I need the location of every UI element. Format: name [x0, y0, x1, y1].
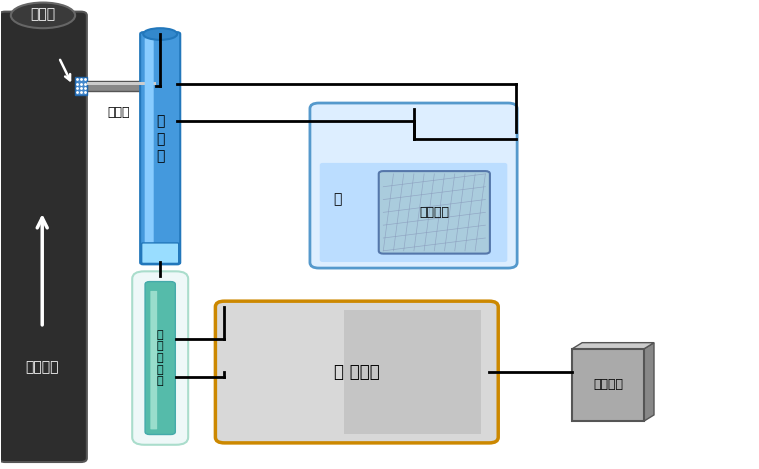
FancyBboxPatch shape: [132, 272, 188, 445]
FancyBboxPatch shape: [310, 103, 517, 268]
Text: 백 채취기: 백 채취기: [334, 363, 380, 381]
Text: 응
축
수
트
랩: 응 축 수 트 랩: [157, 330, 163, 386]
Polygon shape: [572, 343, 654, 349]
FancyBboxPatch shape: [145, 281, 175, 434]
Text: 응
축
기: 응 축 기: [156, 114, 165, 163]
FancyBboxPatch shape: [344, 310, 481, 433]
Ellipse shape: [11, 2, 75, 28]
FancyBboxPatch shape: [142, 243, 178, 264]
FancyBboxPatch shape: [140, 32, 180, 265]
Text: 진공펌프: 진공펌프: [594, 378, 623, 391]
Ellipse shape: [143, 28, 177, 40]
FancyBboxPatch shape: [320, 163, 507, 262]
FancyBboxPatch shape: [150, 291, 157, 430]
Text: 물: 물: [334, 193, 342, 206]
FancyBboxPatch shape: [572, 349, 644, 421]
Polygon shape: [644, 343, 654, 421]
Text: 여과지: 여과지: [30, 7, 55, 21]
Text: 채취관: 채취관: [107, 106, 130, 119]
Text: 배출가스: 배출가스: [26, 360, 59, 374]
Text: 냉각펌프: 냉각펌프: [419, 206, 449, 219]
FancyBboxPatch shape: [75, 77, 87, 95]
FancyBboxPatch shape: [87, 81, 156, 91]
FancyBboxPatch shape: [216, 301, 498, 443]
FancyBboxPatch shape: [87, 82, 156, 85]
FancyBboxPatch shape: [0, 12, 87, 462]
FancyBboxPatch shape: [145, 38, 153, 258]
FancyBboxPatch shape: [379, 171, 490, 254]
